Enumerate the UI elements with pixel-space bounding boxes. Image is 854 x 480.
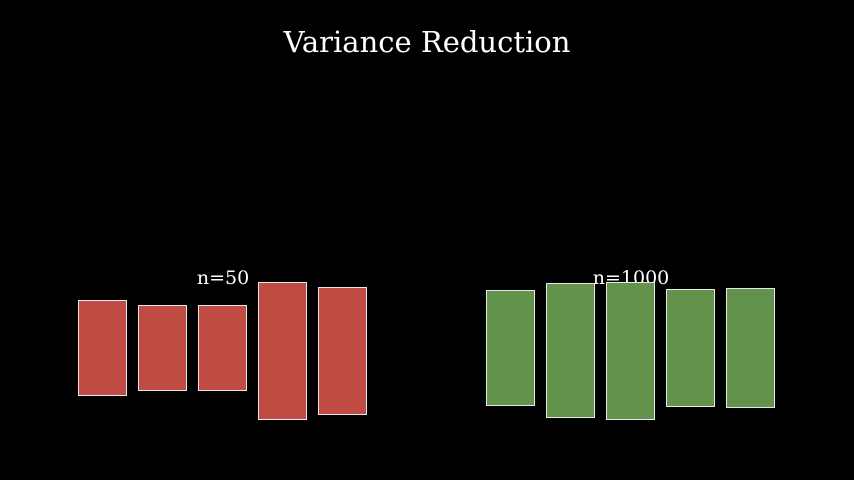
bar-n50-5 — [318, 286, 367, 416]
bar-n1000-2 — [546, 283, 595, 418]
bar-n50-1 — [78, 300, 127, 396]
bar-n50-3 — [198, 304, 247, 392]
bar-n1000-1 — [486, 290, 535, 406]
bar-n1000-5 — [726, 288, 775, 408]
bar-n1000-4 — [666, 289, 715, 407]
bar-n50-2 — [138, 304, 187, 392]
group-label-n50: n=50 — [196, 267, 250, 289]
diagram-title: Variance Reduction — [283, 25, 571, 59]
bar-n1000-3 — [606, 282, 655, 420]
bar-n50-4 — [258, 282, 307, 420]
